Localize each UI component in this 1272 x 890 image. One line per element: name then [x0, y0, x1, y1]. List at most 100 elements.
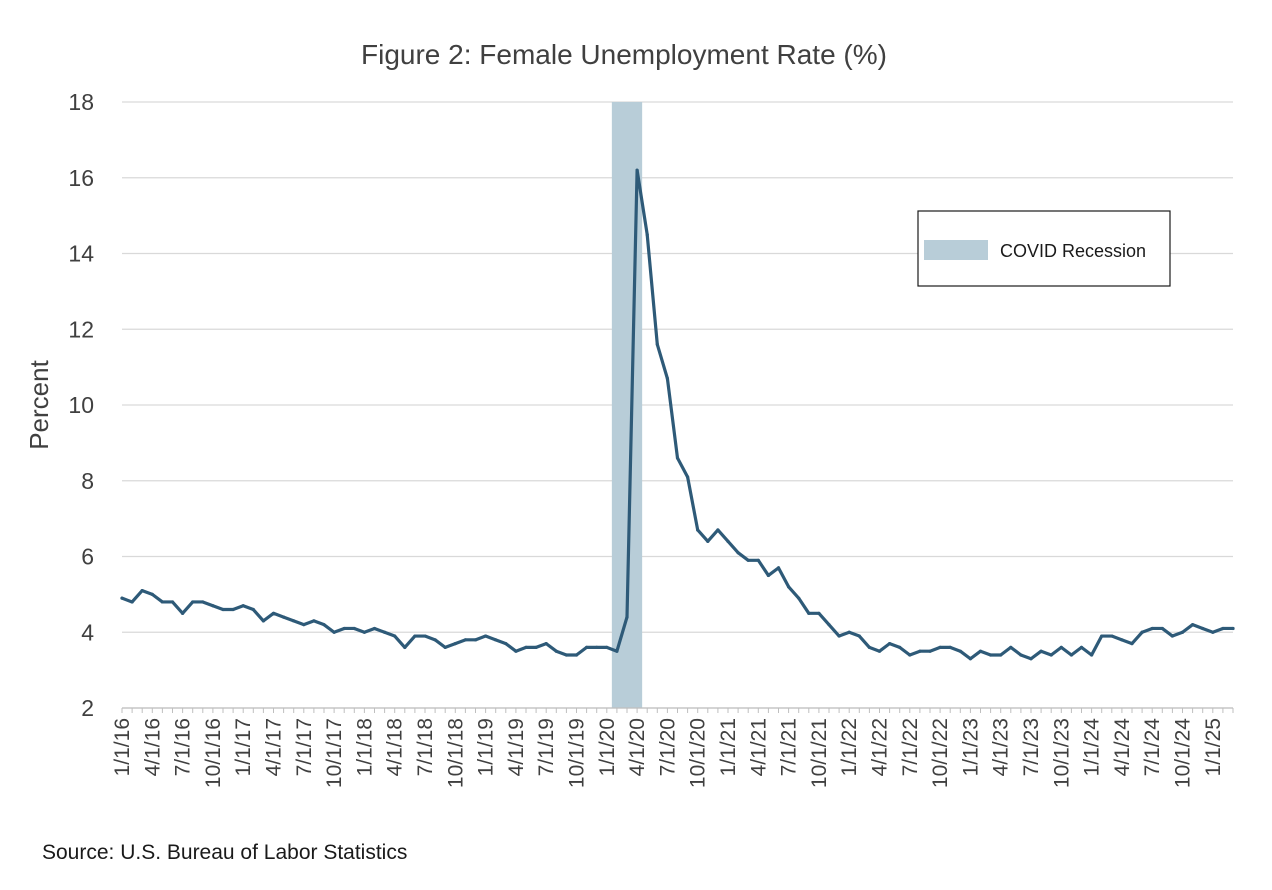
data-point: [1079, 645, 1084, 650]
legend-swatch-covid-recession: [924, 240, 988, 260]
data-point: [423, 634, 427, 638]
x-tick-label: 1/1/16: [111, 718, 134, 776]
data-point: [696, 528, 700, 532]
y-axis-label: Percent: [24, 359, 54, 449]
x-tick-label: 7/1/21: [778, 718, 801, 776]
axes: 1/1/16 4/1/16 7/1/16 10/1/16 1/1/17 4/1/17 7/1…: [111, 707, 1234, 788]
data-point: [797, 596, 801, 600]
data-point: [292, 619, 296, 623]
data-point: [948, 645, 952, 650]
x-tick-label: 7/1/18: [414, 718, 437, 776]
x-tick-label: 4/1/24: [1111, 718, 1134, 777]
data-point: [1009, 645, 1013, 650]
x-tick-label: 7/1/20: [656, 718, 679, 776]
data-point: [625, 615, 629, 619]
data-point: [130, 600, 134, 604]
y-tick-label: 2: [81, 695, 94, 721]
x-tick-label: 10/1/21: [808, 718, 831, 788]
data-point: [564, 653, 569, 657]
data-point: [999, 653, 1003, 657]
data-point: [706, 539, 710, 543]
data-point: [847, 630, 851, 634]
data-point: [635, 168, 639, 172]
data-point: [746, 558, 750, 562]
data-point: [756, 558, 760, 562]
x-tick-label: 10/1/24: [1172, 718, 1195, 788]
data-point: [231, 607, 235, 612]
data-point: [413, 634, 417, 638]
data-point: [928, 649, 932, 653]
data-point: [645, 232, 649, 237]
data-point: [403, 645, 407, 650]
data-point: [1039, 649, 1043, 653]
chart: Figure 2: Female Unemployment Rate (%) P…: [24, 39, 1235, 788]
x-tick-label: 4/1/17: [263, 718, 286, 776]
data-point: [383, 630, 387, 634]
x-tick-label: 1/1/22: [838, 718, 861, 776]
data-point: [766, 573, 771, 578]
y-tick-label: 18: [68, 89, 94, 115]
x-tick-label: 10/1/19: [566, 718, 589, 788]
data-point: [191, 600, 195, 604]
data-point: [908, 653, 912, 657]
data-point: [1100, 634, 1104, 638]
data-point: [484, 634, 488, 638]
data-point: [776, 566, 781, 570]
x-tick-label: 7/1/22: [899, 718, 922, 776]
data-point: [261, 619, 265, 623]
data-point: [352, 626, 356, 631]
x-tick-label: 1/1/18: [353, 718, 376, 776]
data-point: [574, 653, 579, 657]
y-tick-label: 6: [81, 544, 94, 570]
data-point: [1069, 653, 1073, 657]
x-tick-label: 10/1/17: [323, 718, 346, 788]
x-tick-label: 4/1/23: [990, 718, 1013, 776]
x-tick-label: 1/1/24: [1081, 718, 1104, 777]
data-point: [160, 600, 164, 604]
data-point: [120, 596, 124, 600]
data-point: [473, 638, 478, 642]
data-point: [494, 638, 498, 642]
data-point: [1180, 630, 1185, 634]
data-point: [716, 528, 720, 532]
data-point: [443, 645, 447, 650]
x-tick-label: 7/1/16: [172, 718, 195, 776]
data-point: [453, 642, 457, 646]
data-point: [1110, 634, 1114, 638]
data-point: [1029, 657, 1033, 661]
data-point: [585, 645, 589, 650]
x-tick-label: 4/1/16: [141, 718, 164, 776]
data-point: [686, 475, 690, 479]
data-point: [1160, 626, 1164, 631]
data-point: [1231, 626, 1235, 631]
x-tick-label: 10/1/18: [444, 718, 467, 788]
x-tick-label: 10/1/20: [687, 718, 710, 788]
source-note: Source: U.S. Bureau of Labor Statistics: [42, 841, 408, 864]
x-tick-label: 7/1/24: [1141, 718, 1164, 777]
data-point: [1170, 634, 1174, 638]
data-point: [1150, 626, 1154, 631]
data-point: [534, 645, 538, 650]
x-tick-label: 10/1/23: [1050, 718, 1073, 788]
x-tick-label: 4/1/21: [747, 718, 770, 776]
y-tick-label: 14: [68, 241, 94, 267]
data-point: [514, 649, 518, 653]
data-point: [524, 645, 528, 650]
x-tick-label: 1/1/21: [717, 718, 740, 776]
data-point: [312, 619, 316, 623]
x-tick-label: 1/1/25: [1202, 718, 1225, 776]
data-point: [1120, 638, 1124, 642]
y-tick-label: 12: [68, 316, 94, 342]
y-tick-label: 16: [68, 165, 94, 191]
data-point: [726, 539, 730, 543]
data-point: [342, 626, 346, 631]
data-point: [282, 615, 286, 619]
data-point: [1211, 630, 1215, 634]
data-point: [1059, 645, 1063, 650]
data-point: [807, 611, 811, 615]
data-point: [302, 623, 306, 627]
data-point: [827, 623, 831, 627]
gridlines: 2 4 6 8 10 12 14 16 18: [68, 89, 1233, 721]
data-point: [322, 623, 326, 627]
data-point: [736, 551, 740, 555]
